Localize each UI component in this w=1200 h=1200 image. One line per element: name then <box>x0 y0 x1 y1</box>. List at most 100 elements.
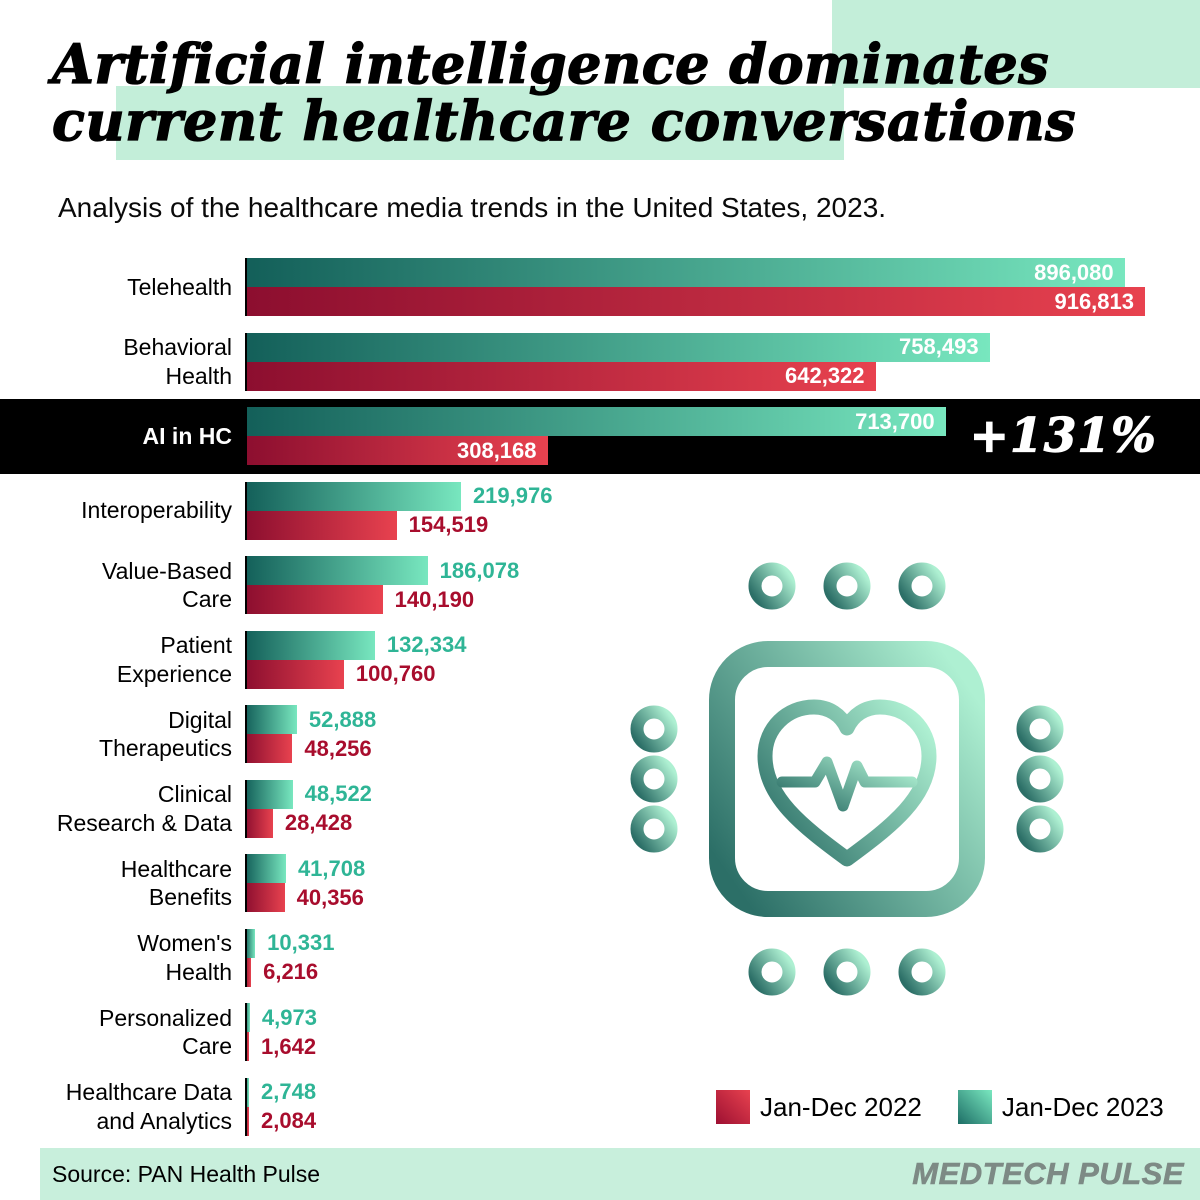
value-label: 48,522 <box>304 781 372 806</box>
bar-2023 <box>245 779 293 809</box>
value-label: 219,976 <box>472 483 553 508</box>
legend-item-2023: Jan-Dec 2023 <box>957 1090 1164 1124</box>
bar-2023 <box>245 928 256 958</box>
value-label: 40,356 <box>296 884 364 910</box>
bar-line: 186,078 <box>245 556 1150 585</box>
bar-line: 6,216 <box>245 957 1150 987</box>
row-label: Behavioral Health <box>0 325 232 400</box>
bar-line: 4,973 <box>245 1003 1150 1032</box>
bar-group: 4,973 1,642 <box>245 1003 1150 1061</box>
bar-2022 <box>245 734 293 763</box>
row-label: Personalized Care <box>0 995 232 1070</box>
bar-2023 <box>245 1003 250 1032</box>
value-label: 2,748 <box>261 1079 317 1104</box>
value-label: 52,888 <box>308 706 377 732</box>
row-label: Clinical Research & Data <box>0 772 232 847</box>
chart-row: AI in HC 713,700 308,168 +131% <box>0 399 1200 474</box>
bar-2023 <box>245 630 375 660</box>
row-label-text: Interoperability <box>81 497 232 524</box>
value-label: 132,334 <box>386 632 467 657</box>
bar-line: 896,080 <box>245 258 1150 287</box>
brand-logo: MEDTECH PULSE <box>912 1156 1184 1192</box>
bar-line: 40,356 <box>245 883 1150 912</box>
bar-2022: 642,322 <box>245 361 876 391</box>
bar-line: 28,428 <box>245 808 1150 838</box>
bar-line: 41,708 <box>245 854 1150 883</box>
value-label: 642,322 <box>785 363 865 388</box>
bar-line: 154,519 <box>245 510 1150 540</box>
bar-line: 52,888 <box>245 705 1150 734</box>
value-label: 48,256 <box>304 735 372 761</box>
bar-line: 219,976 <box>245 481 1150 511</box>
row-label-text: Patient Experience <box>116 632 232 687</box>
bar-2022: 308,168 <box>245 436 548 465</box>
chart-row: Personalized Care 4,973 1,642 <box>0 995 1200 1070</box>
row-label-text: Telehealth <box>127 273 232 300</box>
bar-group: 219,976 154,519 <box>245 481 1150 540</box>
row-label-text: AI in HC <box>142 422 232 449</box>
row-label: Digital Therapeutics <box>0 697 232 772</box>
page-subtitle: Analysis of the healthcare media trends … <box>58 192 887 223</box>
bar-group: 186,078 140,190 <box>245 556 1150 614</box>
bar-group: 132,334 100,760 <box>245 630 1150 689</box>
value-label: 100,760 <box>355 661 436 686</box>
bar-line: 642,322 <box>245 361 1150 391</box>
bar-line: 713,700 <box>245 407 1150 436</box>
bar-2023 <box>245 705 297 734</box>
chart-row: Interoperability 219,976 154,519 <box>0 474 1200 549</box>
value-label: 28,428 <box>284 810 353 835</box>
bar-line: 48,256 <box>245 734 1150 763</box>
bar-2022 <box>245 883 285 912</box>
value-label: 186,078 <box>439 557 520 583</box>
value-label: 41,708 <box>297 855 366 881</box>
bar-group: 896,080 916,813 <box>245 258 1150 316</box>
row-label-text: Women's Health <box>137 930 232 985</box>
bar-2022 <box>245 585 383 614</box>
row-label-text: Behavioral Health <box>123 334 232 389</box>
bar-2022 <box>245 1032 249 1061</box>
bar-group: 758,493 642,322 <box>245 332 1150 391</box>
row-label-text: Healthcare Data and Analytics <box>65 1079 232 1134</box>
bar-line: 1,642 <box>245 1032 1150 1061</box>
chart-rows: Telehealth 896,080 916,813 Behavioral Health… <box>0 250 1200 1144</box>
bar-group: 41,708 40,356 <box>245 854 1150 912</box>
chart-row: Telehealth 896,080 916,813 <box>0 250 1200 325</box>
source-text: Source: PAN Health Pulse <box>52 1160 321 1187</box>
bar-2023 <box>245 481 461 511</box>
chart-row: Clinical Research & Data 48,522 28,428 <box>0 772 1200 847</box>
row-label-text: Personalized Care <box>99 1004 232 1060</box>
bar-2023 <box>245 854 286 883</box>
footer-band: Source: PAN Health Pulse MEDTECH PULSE <box>40 1148 1200 1200</box>
legend-swatch-2023 <box>957 1090 992 1124</box>
legend-label-2022: Jan-Dec 2022 <box>760 1091 922 1122</box>
row-label: Value-Based Care <box>0 548 232 623</box>
row-label-text: Clinical Research & Data <box>56 781 232 836</box>
chart-row: Women's Health 10,331 6,216 <box>0 921 1200 996</box>
page-title-line1: Artificial intelligence dominates <box>51 32 1050 96</box>
row-label: Telehealth <box>0 250 232 325</box>
bar-line: 308,168 <box>245 436 1150 465</box>
bar-group: 713,700 308,168 <box>245 407 1150 465</box>
ai-chip-heart-icon <box>630 562 1064 996</box>
row-label: Healthcare Benefits <box>0 846 232 921</box>
bar-line: 10,331 <box>245 928 1150 958</box>
value-label: 713,700 <box>855 408 935 434</box>
legend-label-2023: Jan-Dec 2023 <box>1001 1091 1164 1122</box>
chart-row: Patient Experience 132,334 100,760 <box>0 623 1200 698</box>
title-highlight-band <box>116 86 844 160</box>
value-label: 758,493 <box>899 334 979 359</box>
bar-line: 2,748 <box>245 1077 1150 1107</box>
bar-line: 2,084 <box>245 1106 1150 1136</box>
value-label: 154,519 <box>408 512 489 537</box>
value-label: 10,331 <box>267 930 335 955</box>
bar-2022 <box>245 1106 249 1136</box>
value-label: 140,190 <box>394 586 475 612</box>
bar-group: 52,888 48,256 <box>245 705 1150 763</box>
chart-row: Behavioral Health 758,493 642,322 <box>0 325 1200 400</box>
bar-line: 758,493 <box>245 332 1150 362</box>
bar-2023 <box>245 556 428 585</box>
bar-group: 10,331 6,216 <box>245 928 1150 987</box>
page-title-line2: current healthcare conversations <box>51 89 1077 153</box>
value-label: 4,973 <box>261 1004 317 1030</box>
